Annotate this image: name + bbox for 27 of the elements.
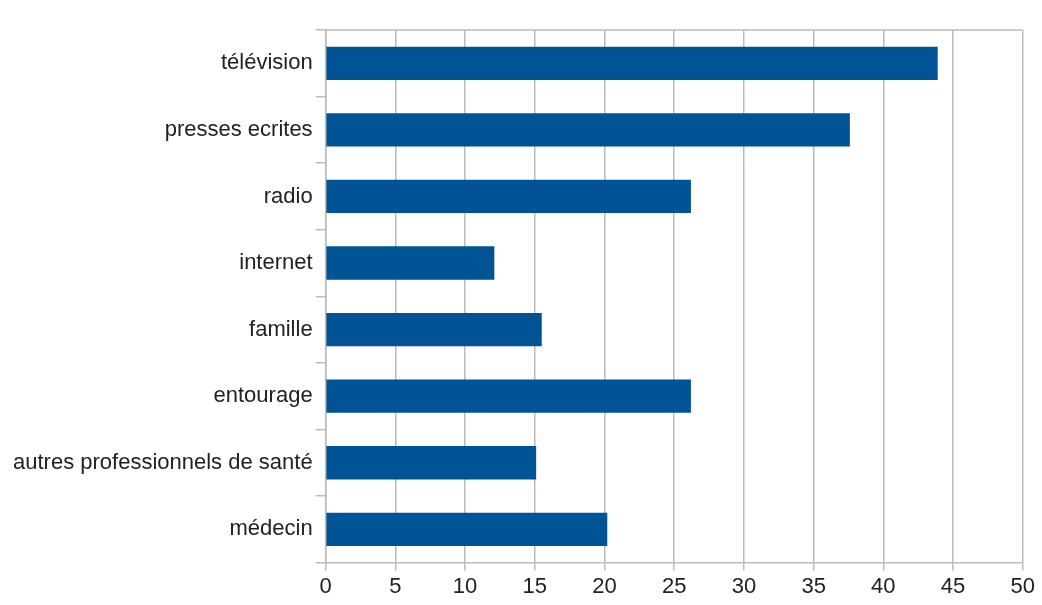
x-tick-label: 50 bbox=[1010, 572, 1036, 598]
x-tick-label: 40 bbox=[871, 572, 896, 598]
y-tick-label: télévision bbox=[220, 49, 313, 75]
y-tick-label: presses ecrites bbox=[164, 115, 313, 141]
y-tick-label: entourage bbox=[213, 382, 313, 408]
y-tick-label: médecin bbox=[229, 515, 313, 541]
y-tick-label: autres professionnels de santé bbox=[12, 448, 313, 474]
x-tick-label: 25 bbox=[661, 572, 687, 598]
bar bbox=[326, 446, 537, 480]
x-tick-label: 5 bbox=[389, 572, 402, 598]
x-tick-label: 45 bbox=[940, 572, 966, 598]
y-tick-label: famille bbox=[249, 315, 313, 341]
x-tick-label: 35 bbox=[801, 572, 826, 598]
x-tick-label: 15 bbox=[522, 572, 548, 598]
y-tick-label: radio bbox=[263, 182, 313, 208]
bar bbox=[326, 312, 542, 347]
x-tick-label: 30 bbox=[731, 572, 757, 598]
bar bbox=[326, 46, 938, 80]
x-tick-label: 20 bbox=[592, 572, 617, 598]
bar bbox=[326, 379, 691, 413]
bar bbox=[326, 179, 691, 214]
x-tick-label: 0 bbox=[319, 572, 332, 598]
bar bbox=[326, 246, 495, 280]
bar bbox=[326, 113, 850, 147]
x-tick-label: 10 bbox=[452, 572, 478, 598]
bar bbox=[326, 512, 608, 546]
y-tick-label: internet bbox=[239, 249, 313, 275]
